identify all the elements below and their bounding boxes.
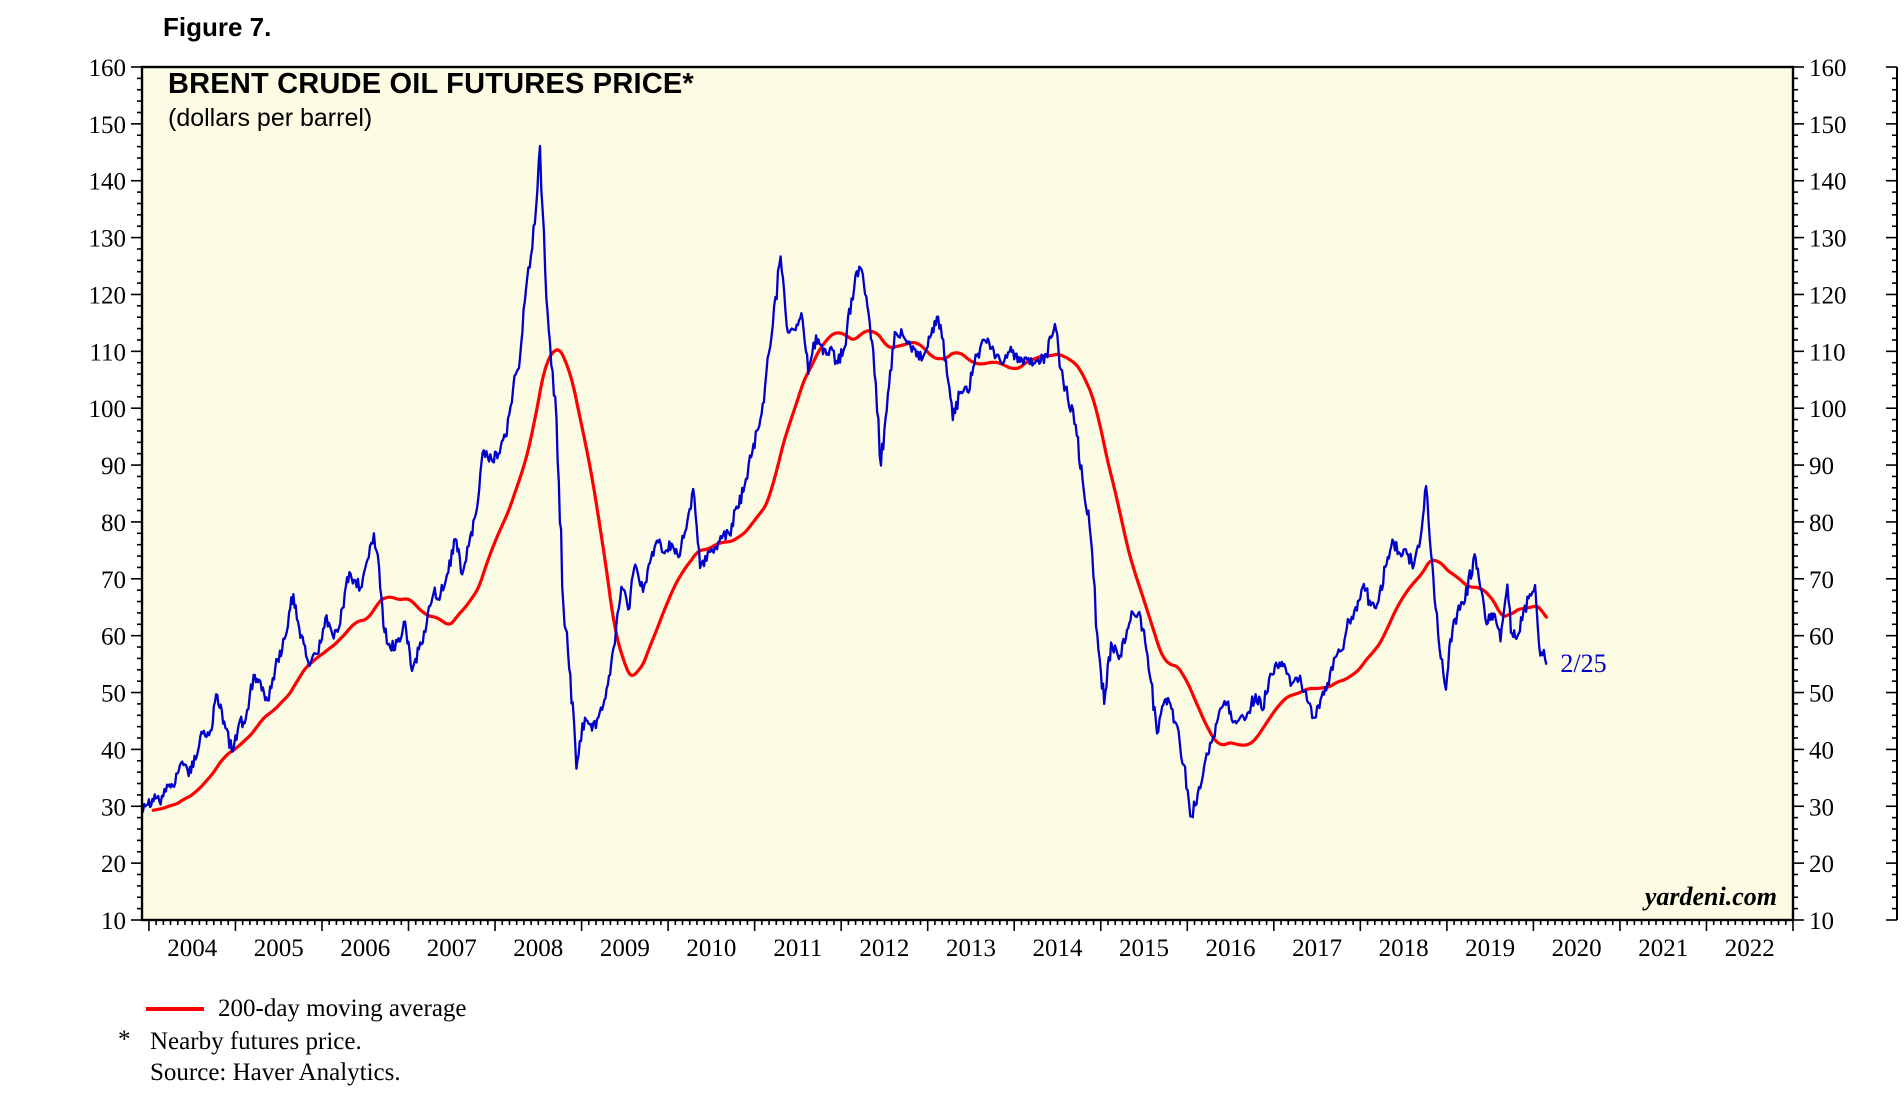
svg-text:150: 150 [1809, 112, 1847, 139]
svg-text:2013: 2013 [946, 935, 996, 962]
svg-text:40: 40 [1809, 737, 1834, 764]
svg-text:150: 150 [89, 112, 127, 139]
y-axis-labels: 10 10 20 20 30 30 40 40 50 50 60 60 70 70 80 80 90 90 100 1… [89, 55, 1847, 935]
svg-text:20: 20 [1809, 851, 1834, 878]
legend-red-line-swatch [146, 1007, 204, 1011]
watermark-yardeni: yardeni.com [1644, 882, 1777, 911]
svg-text:30: 30 [101, 794, 126, 821]
svg-text:100: 100 [89, 396, 127, 423]
chart-subtitle: (dollars per barrel) [168, 104, 373, 132]
svg-text:160: 160 [1809, 55, 1847, 82]
svg-text:2012: 2012 [859, 935, 909, 962]
svg-text:120: 120 [1809, 282, 1847, 309]
svg-text:10: 10 [101, 908, 126, 935]
svg-text:2007: 2007 [427, 935, 477, 962]
svg-text:30: 30 [1809, 794, 1834, 821]
chart-title: BRENT CRUDE OIL FUTURES PRICE* [168, 68, 694, 100]
svg-text:2015: 2015 [1119, 935, 1169, 962]
svg-text:100: 100 [1809, 396, 1847, 423]
svg-text:2017: 2017 [1292, 935, 1342, 962]
svg-text:50: 50 [1809, 681, 1834, 708]
svg-text:120: 120 [89, 282, 127, 309]
svg-text:2016: 2016 [1206, 935, 1256, 962]
svg-text:2018: 2018 [1379, 935, 1429, 962]
x-axis [148, 920, 1794, 931]
svg-text:110: 110 [89, 339, 126, 366]
price-annotation: 2/25 [1560, 648, 1607, 678]
svg-text:70: 70 [101, 567, 126, 594]
svg-text:2004: 2004 [167, 935, 218, 962]
svg-text:2005: 2005 [254, 935, 304, 962]
plot-area [142, 67, 1793, 920]
svg-text:10: 10 [1809, 908, 1834, 935]
legend-label: 200-day moving average [218, 995, 467, 1022]
svg-text:2010: 2010 [686, 935, 736, 962]
x-axis-labels: 2004 2005 2006 2007 2008 2009 2010 2011 2012 2013… [167, 935, 1775, 962]
svg-text:80: 80 [1809, 510, 1834, 537]
footnote-asterisk: * [118, 1026, 131, 1053]
svg-text:60: 60 [1809, 624, 1834, 651]
svg-text:130: 130 [89, 226, 127, 253]
moving-average-line [151, 329, 1549, 812]
svg-text:90: 90 [101, 453, 126, 480]
svg-text:2019: 2019 [1465, 935, 1515, 962]
svg-text:2009: 2009 [600, 935, 650, 962]
svg-text:2022: 2022 [1725, 935, 1775, 962]
svg-text:110: 110 [1809, 339, 1846, 366]
footnote-line1: Nearby futures price. [150, 1028, 362, 1055]
footnote-line2: Source: Haver Analytics. [150, 1059, 401, 1086]
svg-text:2014: 2014 [1032, 935, 1083, 962]
svg-text:2020: 2020 [1552, 935, 1602, 962]
svg-text:160: 160 [89, 55, 127, 82]
plot-frame [140, 65, 1795, 922]
legend: 200-day moving average [146, 995, 467, 1023]
svg-text:2011: 2011 [773, 935, 822, 962]
svg-text:20: 20 [101, 851, 126, 878]
svg-text:140: 140 [1809, 169, 1847, 196]
svg-text:2006: 2006 [340, 935, 390, 962]
svg-text:130: 130 [1809, 226, 1847, 253]
svg-text:2021: 2021 [1638, 935, 1688, 962]
svg-text:60: 60 [101, 624, 126, 651]
svg-text:140: 140 [89, 169, 127, 196]
svg-text:70: 70 [1809, 567, 1834, 594]
footnote-block: Nearby futures price. Source: Haver Anal… [150, 1026, 401, 1088]
svg-text:80: 80 [101, 510, 126, 537]
svg-text:50: 50 [101, 681, 126, 708]
figure-label: Figure 7. [163, 12, 272, 42]
svg-text:2008: 2008 [513, 935, 563, 962]
svg-text:40: 40 [101, 737, 126, 764]
svg-text:90: 90 [1809, 453, 1834, 480]
price-line [142, 144, 1548, 819]
series-group [142, 144, 1549, 819]
